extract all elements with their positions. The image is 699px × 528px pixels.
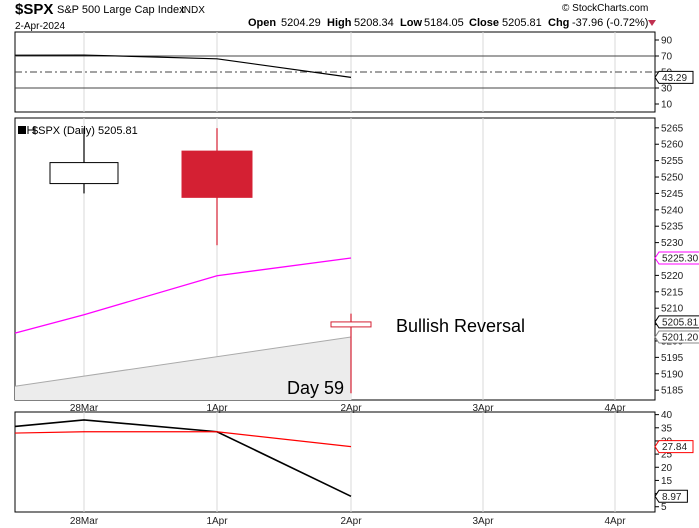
low-label: Low xyxy=(400,17,422,29)
price-tick-label: 5260 xyxy=(661,140,684,151)
price-tick-label: 5215 xyxy=(661,287,684,298)
price-x-tick-label: 28Mar xyxy=(70,403,99,414)
bottom-black-last-value-label: 8.97 xyxy=(662,492,682,503)
price-tick-label: 5255 xyxy=(661,156,684,167)
close-label: Close xyxy=(469,17,499,29)
bottom-tick-label: 20 xyxy=(661,463,673,474)
legend-swatch xyxy=(18,126,26,134)
open-value: 5204.29 xyxy=(281,17,321,29)
bottom-red-last-value-label-box xyxy=(654,440,694,454)
bottom-tick-label: 35 xyxy=(661,423,673,434)
price-tick-label: 5190 xyxy=(661,369,684,380)
bottom-tick-label: 40 xyxy=(661,410,673,421)
chg-value: -37.96 (-0.72%) xyxy=(572,17,648,29)
grey-last-value-label-box xyxy=(654,330,699,344)
price-x-tick-label: 2Apr xyxy=(340,403,362,414)
exchange-text: INDX xyxy=(181,5,205,16)
magenta-last-value-label: 5225.30 xyxy=(662,254,699,265)
price-tick-label: 5210 xyxy=(661,304,684,315)
top-tick-label: 90 xyxy=(661,36,673,47)
price-tick-label: 5230 xyxy=(661,238,684,249)
bottom-series-line xyxy=(14,431,352,448)
symbol-text: $SPX xyxy=(15,1,53,18)
bottom-x-tick-label: 28Mar xyxy=(70,516,99,527)
low-value: 5184.05 xyxy=(424,17,464,29)
grey-last-value-label: 5201.20 xyxy=(662,333,699,344)
close-value: 5205.81 xyxy=(502,17,542,29)
candle-body-28Mar xyxy=(49,162,119,185)
price-tick-label: 5220 xyxy=(661,271,684,282)
price-magenta-line xyxy=(14,257,352,334)
price-close-label-box xyxy=(654,315,699,329)
bullish-reversal-annotation: Bullish Reversal xyxy=(396,316,525,336)
price-tick-label: 5265 xyxy=(661,123,684,134)
price-tick-label: 5235 xyxy=(661,222,684,233)
price-x-tick-label: 1Apr xyxy=(206,403,228,414)
price-x-tick-label: 3Apr xyxy=(472,403,494,414)
top-tick-label: 10 xyxy=(661,100,673,111)
high-label: High xyxy=(327,17,352,29)
bottom-red-last-value-label: 27.84 xyxy=(662,442,687,453)
bottom-panel-frame xyxy=(14,411,656,513)
bottom-black-last-value-label-box xyxy=(654,489,688,503)
price-tick-label: 5250 xyxy=(661,173,684,184)
bottom-x-tick-label: 3Apr xyxy=(472,516,494,527)
bottom-tick-label: 25 xyxy=(661,450,673,461)
bottom-x-tick-label: 2Apr xyxy=(340,516,362,527)
bottom-series-line xyxy=(14,419,352,498)
price-tick-label: 5185 xyxy=(661,386,684,397)
high-value: 5208.34 xyxy=(354,17,394,29)
bottom-tick-label: 15 xyxy=(661,476,673,487)
top-tick-label: 70 xyxy=(661,52,673,63)
chg-label: Chg xyxy=(548,17,569,29)
open-label: Open xyxy=(248,17,276,29)
price-tick-label: 5195 xyxy=(661,353,684,364)
bottom-x-tick-label: 1Apr xyxy=(206,516,228,527)
magenta-last-value-label-box xyxy=(654,251,699,265)
price-grey-line xyxy=(14,336,352,387)
date-text: 2-Apr-2024 xyxy=(15,21,65,32)
top-last-value-label: 43.29 xyxy=(662,73,687,84)
top-last-value-label-box xyxy=(654,70,694,84)
price-tick-label: 5240 xyxy=(661,205,684,216)
bottom-x-tick-label: 4Apr xyxy=(604,516,626,527)
price-x-tick-label: 4Apr xyxy=(604,403,626,414)
candle-body-2Apr xyxy=(330,321,372,328)
price-shaded-area xyxy=(15,337,351,400)
watermark-text: © StockCharts.com xyxy=(562,3,648,14)
price-close-label: 5205.81 xyxy=(662,317,699,328)
candle-body-1Apr xyxy=(181,150,253,198)
top-series-line xyxy=(14,54,352,78)
price-tick-label: 5245 xyxy=(661,189,684,200)
down-arrow-icon xyxy=(648,20,656,26)
candle-legend-icon xyxy=(27,126,35,134)
top-tick-label: 30 xyxy=(661,84,673,95)
bottom-tick-label: 5 xyxy=(661,502,667,513)
price-legend-text: $SPX (Daily) 5205.81 xyxy=(32,125,138,137)
day-59-annotation: Day 59 xyxy=(287,378,344,398)
index-name: S&P 500 Large Cap Index xyxy=(57,4,185,16)
